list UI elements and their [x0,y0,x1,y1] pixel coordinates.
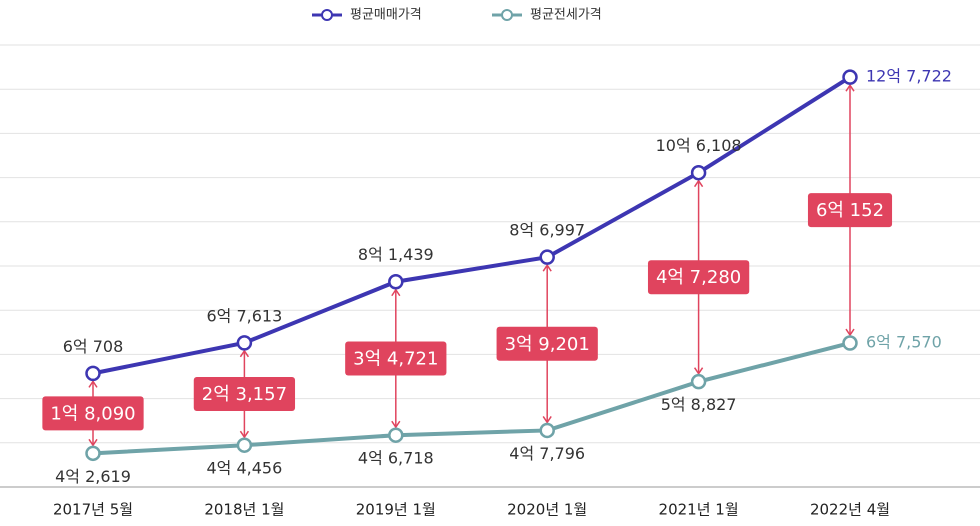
arrow-head [693,179,704,376]
data-label: 4억 7,796 [509,444,585,463]
difference-label: 4억 7,280 [656,267,741,288]
difference-bg [42,396,144,431]
point [85,365,101,382]
x-tick-label: 2018년 1월 [204,501,284,519]
difference-bg [807,193,893,228]
difference-label: 1억 8,090 [50,403,135,424]
x-tick-label: 2020년 1월 [507,501,587,519]
data-label: 6억 708 [63,337,124,356]
data-label: 5억 8,827 [661,395,737,414]
point [388,273,404,290]
legend-marker [501,9,513,21]
legend-label: 평균매매가격 [350,8,422,23]
arrow-head [239,349,250,439]
point [388,427,404,443]
data-label: 4억 2,619 [55,467,131,486]
series-line [92,75,852,376]
difference-box: 2억 3,157 [193,377,296,412]
difference-box: 1억 8,090 [42,396,144,431]
difference-label: 3억 4,721 [353,348,438,369]
difference-box: 3억 9,201 [496,326,598,361]
arrow-head [88,380,98,447]
difference-box: 3억 4,721 [345,341,447,376]
arrow-head [845,83,855,337]
difference-box: 6억 152 [807,193,893,228]
point [539,249,555,265]
legend-label: 평균전세가격 [530,8,602,23]
difference-label: 2억 3,157 [202,384,287,405]
x-tick-label: 2019년 1월 [356,501,436,519]
x-tick-label: 2021년 1월 [659,501,739,519]
data-label: 4억 4,456 [207,459,283,478]
data-label: 8억 6,997 [509,221,585,240]
data-label: 6억 7,613 [207,306,283,325]
data-label: 10억 6,108 [656,136,742,155]
point [690,373,707,390]
difference-bg [193,377,296,412]
difference-bg [647,260,750,295]
data-label: 6억 7,570 [866,333,942,352]
x-tick-label: 2017년 5월 [53,501,133,519]
arrow-head [391,288,401,429]
point [85,445,101,462]
point [842,335,858,351]
point [539,422,555,439]
point [842,69,858,85]
point [236,335,253,351]
data-label: 4억 6,718 [358,449,434,468]
x-tick-label: 2022년 4월 [810,501,890,519]
difference-label: 3억 9,201 [505,334,590,355]
point [690,164,707,181]
difference-bg [496,326,598,361]
point [236,437,253,453]
difference-label: 6억 152 [816,200,884,221]
data-label: 12억 7,722 [866,67,952,86]
series-line [92,341,851,456]
data-label: 8억 1,439 [358,245,434,264]
difference-box: 4억 7,280 [647,260,750,295]
difference-bg [345,341,447,376]
legend-marker [321,9,333,21]
arrow-head [542,263,552,424]
